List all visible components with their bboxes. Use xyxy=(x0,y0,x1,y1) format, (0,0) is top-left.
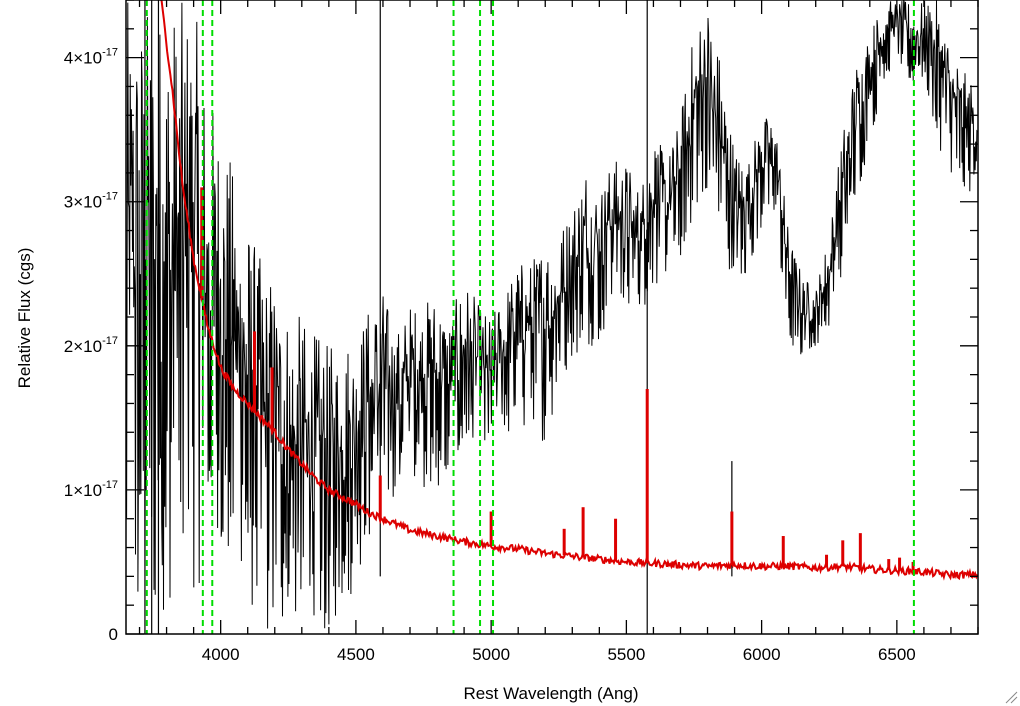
x-tick-label: 5000 xyxy=(472,645,510,664)
y-tick-label: 2×10-17 xyxy=(64,335,118,356)
y-tick-label: 1×10-17 xyxy=(64,479,118,500)
y-tick-label: 3×10-17 xyxy=(64,191,118,212)
y-axis-label: Relative Flux (cgs) xyxy=(15,248,34,389)
x-tick-label: 6000 xyxy=(743,645,781,664)
y-tick-label: 0 xyxy=(109,625,118,644)
x-axis-label: Rest Wavelength (Ang) xyxy=(463,684,638,703)
resize-grip-icon[interactable] xyxy=(1004,690,1018,704)
data-layer xyxy=(126,0,978,634)
x-tick-label: 4500 xyxy=(337,645,375,664)
observed-spectrum-line xyxy=(126,0,978,629)
model-spectrum-line xyxy=(160,0,978,581)
axes-layer: 4000 4500 5000 5500 6000 6500 0 1×10-17 2×10-17 3… xyxy=(64,0,979,664)
x-tick-label: 5500 xyxy=(607,645,645,664)
x-tick-label: 4000 xyxy=(202,645,240,664)
y-tick-label: 4×10-17 xyxy=(64,47,118,68)
x-tick-label: 6500 xyxy=(878,645,916,664)
